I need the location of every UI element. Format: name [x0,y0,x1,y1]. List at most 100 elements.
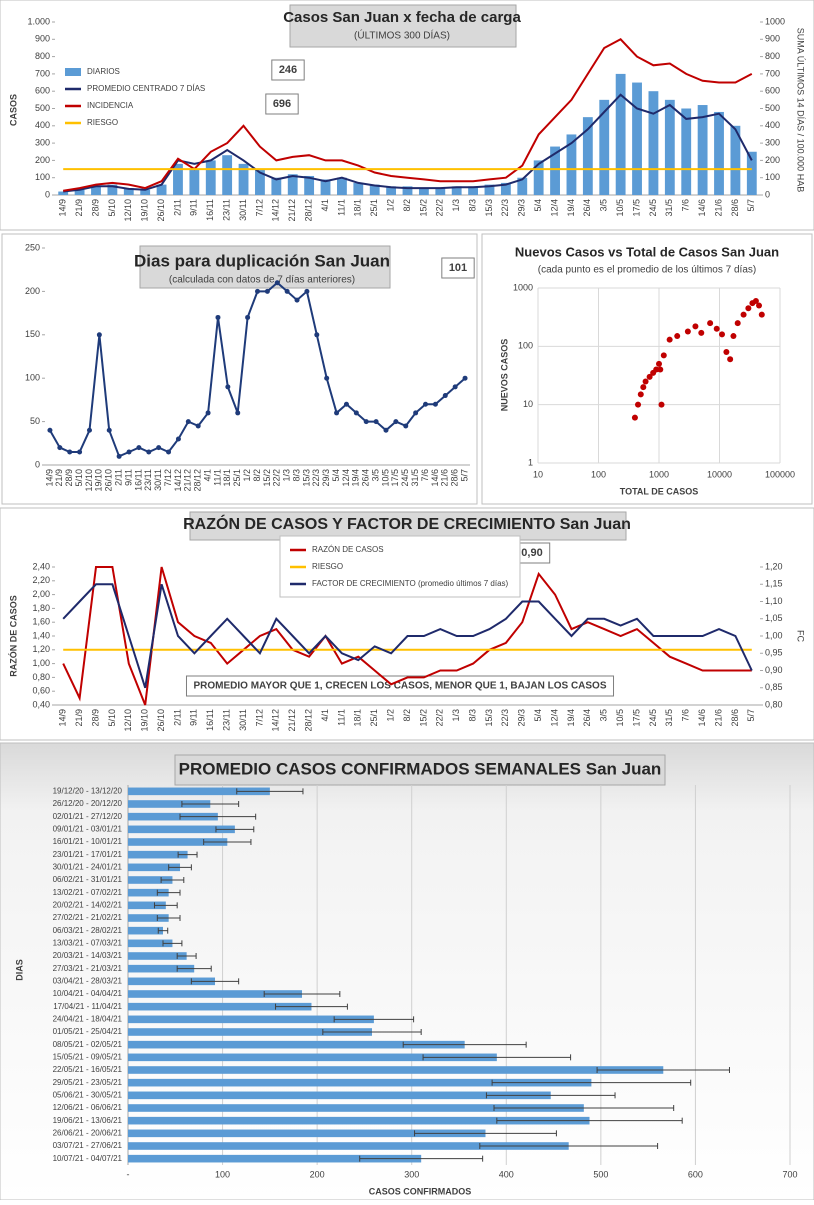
y-tick-label: 16/01/21 - 10/01/21 [53,837,123,846]
y-tick-label: 13/02/21 - 07/02/21 [53,888,123,897]
point [660,352,667,359]
bar [697,105,708,195]
x-tick-label: 100 [591,469,606,479]
point [393,419,399,425]
y-tick-label: 0 [35,459,40,469]
point [423,401,429,407]
y-tick-label: 50 [30,416,40,426]
x-tick-label: 14/9 [44,469,54,487]
bar [128,800,211,808]
y-tick-label: 400 [35,120,50,130]
bar [632,82,642,195]
bar [255,169,265,195]
x-tick-label: 5/4 [533,709,543,722]
y2-tick-label: 600 [765,86,780,96]
y2-tick-label: 100 [765,172,780,182]
x-tick-label: 29/3 [517,199,527,217]
point [642,378,649,385]
x-tick-label: 28/12 [304,709,314,732]
point [727,356,734,363]
x-tick-label: 26/10 [156,709,166,732]
x-tick-label: 1/3 [282,469,292,482]
y-tick-label: 0,80 [32,672,50,682]
x-tick-label: 29/3 [321,469,331,487]
annotation: PROMEDIO MAYOR QUE 1, CRECEN LOS CASOS, … [193,681,606,692]
x-tick-label: 400 [499,1169,514,1179]
x-tick-label: 28/9 [90,199,100,217]
x-tick-label: 2/11 [172,199,182,216]
x-tick-label: 2/11 [114,469,124,486]
x-tick-label: 200 [310,1169,325,1179]
point [225,384,231,390]
annotation-box [271,59,305,81]
bar [91,186,101,195]
chart-title: PROMEDIO CASOS CONFIRMADOS SEMANALES San… [179,759,662,778]
x-tick-label: 28/9 [90,709,100,727]
y-tick-label: 1,60 [32,617,50,627]
x-tick-label: 14/9 [58,709,68,727]
x-tick-label: 3/5 [599,199,609,212]
point [730,333,737,340]
x-tick-label: 9/11 [189,709,199,726]
bar [58,191,69,195]
x-tick-label: 4/1 [320,199,330,212]
point [284,288,290,294]
y-tick-label: 100 [35,172,50,182]
bar [615,73,626,195]
point [156,445,162,451]
y2-tick-label: 1,10 [765,596,783,606]
bar [320,179,331,195]
bar [128,1104,584,1112]
y-tick-label: 10 [523,399,533,409]
point [353,410,359,416]
x-tick-label: 8/3 [291,469,301,482]
y-tick-label: 1,80 [32,603,50,613]
bar [418,188,429,195]
point [713,325,720,332]
point [658,401,665,408]
legend-label: RAZÓN DE CASOS [312,545,384,554]
x-tick-label: 700 [782,1169,797,1179]
title-box [189,511,627,541]
x-tick-label: 14/6 [430,469,440,487]
point [86,427,92,433]
x-tick-label: 4/1 [202,469,212,482]
point [745,305,752,312]
y-axis-label: RAZÓN DE CASOS [7,595,18,677]
line [63,38,753,192]
bar [484,184,495,195]
x-tick-label: 14/12 [271,199,281,222]
point [185,419,191,425]
y-tick-label: 300 [35,137,50,147]
legend-label: RIESGO [312,562,343,571]
chart-subtitle: (calculada con datos de 7 días anteriore… [169,275,355,286]
y-tick-label: 1 [528,457,533,467]
y2-tick-label: 0,90 [765,665,783,675]
chart-title: Casos San Juan x fecha de carga [283,9,521,26]
x-tick-label: 28/12 [304,199,314,222]
x-tick-label: 10/5 [380,469,390,487]
line [62,566,752,706]
y-tick-label: 17/04/21 - 11/04/21 [53,1002,122,1011]
bar [128,964,195,973]
point [116,453,122,459]
x-tick-label: 17/5 [631,199,641,217]
point [314,332,320,338]
point [146,449,152,455]
point [175,436,181,442]
point [684,328,691,335]
x-tick-label: 9/11 [189,199,199,216]
x-tick-label: 8/3 [467,199,477,212]
point [215,314,221,320]
legend-label: DIARIOS [87,67,120,76]
annotation: 0,90 [521,547,542,559]
bar [140,189,151,195]
x-tick-label: 12/10 [84,469,94,492]
x-tick-label: 21/9 [74,709,84,727]
x-tick-label: 14/12 [173,469,183,492]
bar [337,177,347,195]
point [245,314,251,320]
y2-tick-label: 800 [765,51,780,61]
bar [128,977,216,986]
